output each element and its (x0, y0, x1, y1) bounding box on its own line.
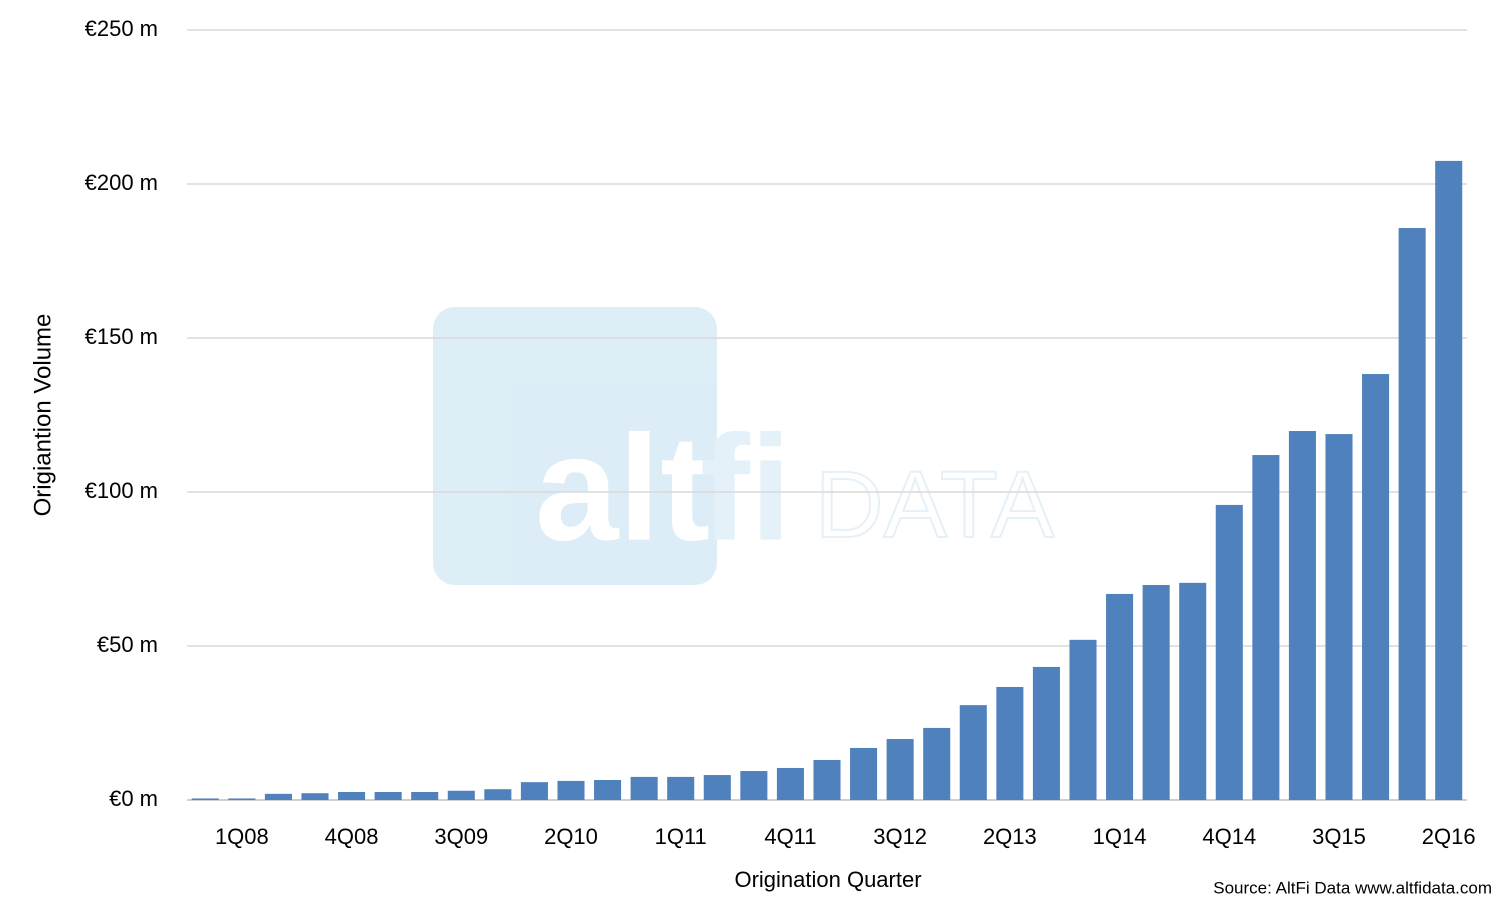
bar (1435, 160, 1463, 800)
y-tick-label: €250 m (85, 16, 158, 41)
bar (703, 775, 731, 800)
bar (484, 789, 512, 800)
bar (1362, 374, 1390, 800)
bar (264, 793, 292, 800)
x-tick-label: 4Q14 (1202, 824, 1256, 849)
y-tick-label: €200 m (85, 170, 158, 195)
bar (191, 798, 219, 800)
bar (740, 771, 768, 800)
watermark-data: DATA (815, 452, 1055, 558)
x-tick-label: 4Q11 (764, 824, 816, 849)
bar (1069, 639, 1097, 800)
bar (1032, 666, 1060, 800)
bar (228, 798, 256, 800)
bar (776, 767, 804, 800)
bar (667, 776, 695, 800)
bar (557, 780, 585, 800)
bar (301, 793, 329, 800)
watermark: alt fi DATA (433, 307, 1056, 585)
bar (338, 791, 366, 800)
bar (996, 686, 1024, 800)
bar (594, 779, 622, 800)
y-tick-label: €100 m (85, 478, 158, 503)
x-tick-label: 2Q10 (544, 824, 598, 849)
source: Source: AltFi Data www.altfidata.com (1213, 878, 1492, 897)
bar (1142, 585, 1170, 800)
x-tick-label: 4Q08 (325, 824, 379, 849)
y-axis-title: Origiantion Volume (29, 314, 56, 517)
x-tick-label: 3Q12 (873, 824, 927, 849)
y-tick-label: €150 m (85, 324, 158, 349)
x-tick-label: 3Q09 (434, 824, 488, 849)
bar (447, 790, 475, 800)
bar (630, 776, 658, 800)
bar (1398, 228, 1426, 800)
bar (1325, 434, 1353, 800)
bar (1215, 504, 1243, 800)
watermark-alt: alt (535, 404, 710, 572)
x-tick-label: 2Q16 (1422, 824, 1476, 849)
bar (1179, 582, 1207, 800)
bar (1288, 431, 1316, 800)
bar (411, 791, 439, 800)
x-tick-label: 2Q13 (983, 824, 1037, 849)
x-tick-label: 1Q11 (655, 824, 707, 849)
bar (813, 759, 841, 800)
x-tick-label: 3Q15 (1312, 824, 1366, 849)
y-tick-label: €0 m (109, 786, 158, 811)
bar (850, 747, 878, 800)
bar (520, 782, 548, 800)
bar (374, 791, 402, 800)
x-axis-title: Origination Quarter (734, 867, 921, 892)
watermark-box (433, 307, 717, 585)
bar (959, 705, 987, 800)
x-tick-label: 1Q08 (215, 824, 269, 849)
watermark-fi: fi (700, 404, 792, 572)
x-tick-label: 1Q14 (1093, 824, 1147, 849)
bar (923, 727, 951, 800)
bar (886, 739, 914, 800)
y-tick-label: €50 m (97, 632, 158, 657)
bar (1106, 593, 1134, 800)
bar (1252, 455, 1280, 800)
